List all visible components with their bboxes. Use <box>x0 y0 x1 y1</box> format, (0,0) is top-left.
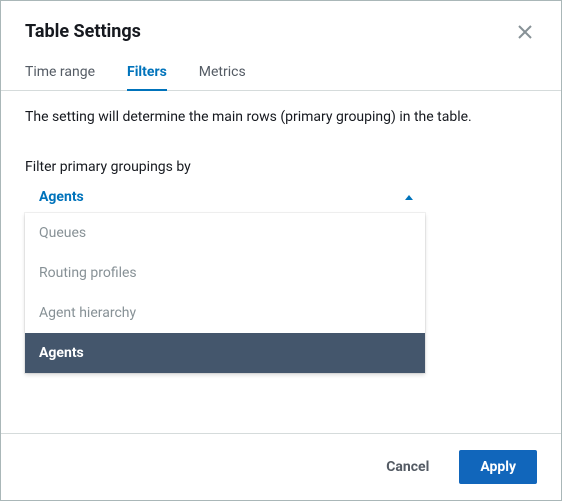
table-settings-modal: Table Settings Time range Filters Metric… <box>0 0 562 501</box>
body-description: The setting will determine the main rows… <box>25 109 537 125</box>
cancel-button[interactable]: Cancel <box>366 451 449 483</box>
dropdown-option-agents[interactable]: Agents <box>25 333 425 373</box>
dropdown-option-agent-hierarchy[interactable]: Agent hierarchy <box>25 293 425 333</box>
tabs: Time range Filters Metrics <box>1 56 561 91</box>
modal-footer: Cancel Apply <box>1 433 561 500</box>
dropdown-menu: Queues Routing profiles Agent hierarchy … <box>25 213 425 373</box>
modal-header: Table Settings <box>1 1 561 56</box>
dropdown-option-routing-profiles[interactable]: Routing profiles <box>25 253 425 293</box>
modal-body: The setting will determine the main rows… <box>1 91 561 433</box>
tab-metrics[interactable]: Metrics <box>199 56 246 90</box>
field-label: Filter primary groupings by <box>25 159 537 175</box>
tab-time-range[interactable]: Time range <box>25 56 95 90</box>
modal-title: Table Settings <box>25 21 141 42</box>
primary-grouping-dropdown: Agents Queues Routing profiles Agent hie… <box>25 181 425 213</box>
caret-up-icon <box>405 195 413 200</box>
close-icon <box>517 24 533 40</box>
dropdown-selected-value: Agents <box>39 189 84 205</box>
tab-filters[interactable]: Filters <box>127 56 167 90</box>
apply-button[interactable]: Apply <box>459 450 537 484</box>
dropdown-option-queues[interactable]: Queues <box>25 213 425 253</box>
dropdown-trigger[interactable]: Agents <box>25 181 425 213</box>
close-button[interactable] <box>517 22 537 42</box>
